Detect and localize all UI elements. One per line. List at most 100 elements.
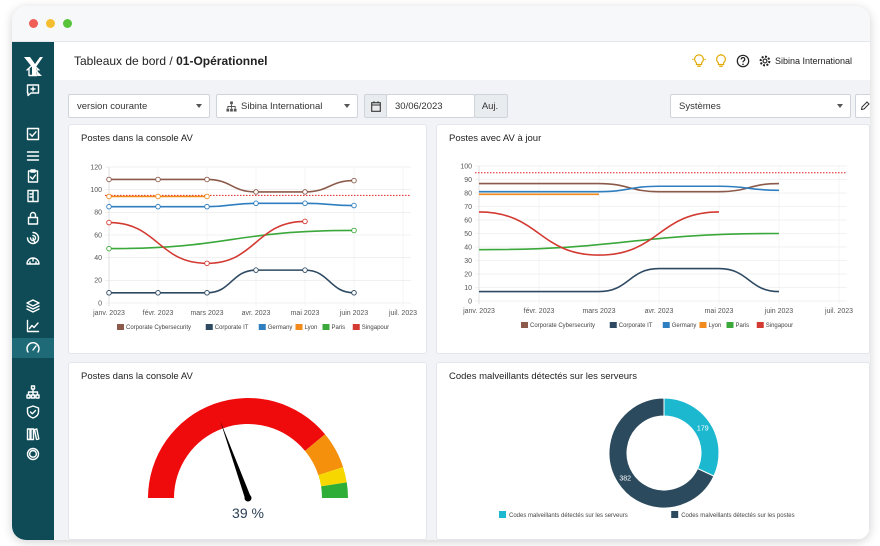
window-titlebar <box>12 6 870 42</box>
idea-bulb-icon[interactable] <box>714 54 728 68</box>
org-select-value: Sibina International <box>241 101 323 112</box>
version-select[interactable]: version courante <box>68 94 210 118</box>
sidebar-item-book[interactable] <box>25 188 41 204</box>
org-name[interactable]: Sibina International <box>775 56 853 66</box>
legend-swatch <box>499 511 506 518</box>
gauge-chart: 39 % <box>148 398 348 521</box>
x-tick-label: avr. 2023 <box>242 310 271 317</box>
x-tick-label: mai 2023 <box>705 308 734 315</box>
sidebar-item-checkbox[interactable] <box>25 126 41 142</box>
legend-label: Paris <box>332 325 346 331</box>
sidebar-item-clipboard[interactable] <box>25 168 41 184</box>
data-point <box>302 189 308 195</box>
legend-swatch <box>352 324 360 330</box>
scope-select[interactable]: Systèmes <box>670 94 851 118</box>
sidebar-item-list[interactable] <box>25 148 41 164</box>
dashboard-alert-icon <box>26 257 40 265</box>
series-line-corporate-it <box>479 267 780 293</box>
page-header: Tableaux de bord / 01-Opérationnel Sibin… <box>54 42 870 80</box>
legend-swatch <box>295 324 303 330</box>
sidebar-item-hierarchy[interactable] <box>25 384 41 400</box>
sidebar-item-shield[interactable] <box>25 404 41 420</box>
legend-swatch <box>258 324 266 330</box>
series-line-singapour <box>478 211 720 256</box>
minimize-window-button[interactable] <box>46 19 55 28</box>
sidebar-item-gauge[interactable] <box>25 340 41 356</box>
y-tick-label: 40 <box>94 255 102 262</box>
data-point <box>155 290 161 296</box>
date-input[interactable]: 30/06/2023 <box>386 94 475 118</box>
donut-card-malware: Codes malveillants détectés sur les serv… <box>436 362 870 540</box>
calendar-icon <box>371 101 381 112</box>
sidebar-item-biohazard[interactable] <box>25 446 41 462</box>
gauge-band-yellow <box>318 467 347 487</box>
x-tick-label: juin 2023 <box>339 310 369 317</box>
x-tick-label: juin 2023 <box>764 308 794 315</box>
data-point <box>253 267 259 273</box>
fingerprint-icon <box>26 231 40 245</box>
series-line-corporate-cybersecurity <box>479 182 780 193</box>
sidebar <box>12 42 54 540</box>
breadcrumb-root[interactable]: Tableaux de bord <box>74 54 167 68</box>
gauge-card-console-av: Postes dans la console AV 39 % <box>68 362 427 540</box>
y-tick-label: 100 <box>460 163 472 170</box>
chat-icon <box>26 84 40 97</box>
y-tick-label: 70 <box>464 204 472 211</box>
sidebar-item-home[interactable] <box>25 62 41 78</box>
biohazard-icon <box>26 447 40 461</box>
org-select[interactable]: Sibina International <box>216 94 358 118</box>
edit-pencil-icon <box>860 101 870 111</box>
sidebar-item-fingerprint[interactable] <box>25 230 41 246</box>
maximize-window-button[interactable] <box>63 19 72 28</box>
list-icon <box>26 151 40 161</box>
settings-gear-icon[interactable] <box>758 54 772 68</box>
legend-swatch <box>726 322 734 328</box>
legend-swatch <box>322 324 330 330</box>
gauge-band-green <box>321 482 348 498</box>
today-button[interactable]: Auj. <box>474 94 508 118</box>
x-tick-label: mars 2023 <box>582 308 615 315</box>
legend-label: Germany <box>268 325 293 331</box>
sidebar-item-dashboard-alert[interactable] <box>25 252 41 268</box>
legend-label: Singapour <box>766 323 793 329</box>
alert-bulb-icon[interactable] <box>692 54 706 68</box>
sidebar-item-stack[interactable] <box>25 298 41 314</box>
legend-swatch <box>662 322 670 328</box>
series-line-germany <box>478 185 780 193</box>
data-point <box>204 260 210 267</box>
legend-swatch <box>205 324 213 330</box>
legend-label: Paris <box>736 323 750 329</box>
close-window-button[interactable] <box>29 19 38 28</box>
legend-label: Corporate Cybersecurity <box>530 323 595 329</box>
data-point <box>253 200 259 207</box>
donut-data-label: 179 <box>697 426 709 433</box>
sidebar-item-chat[interactable] <box>25 82 41 98</box>
sidebar-item-chart[interactable] <box>25 318 41 334</box>
data-point <box>155 176 161 183</box>
legend-swatch <box>756 322 764 328</box>
y-tick-label: 30 <box>464 258 472 265</box>
donut-slice-posts <box>608 397 715 509</box>
data-point <box>351 202 357 209</box>
legend-label: Codes malveillants détectés sur les post… <box>681 513 794 519</box>
sidebar-item-lock[interactable] <box>25 210 41 226</box>
y-tick-label: 0 <box>468 298 472 305</box>
book-icon <box>27 189 39 203</box>
calendar-button[interactable] <box>364 94 387 118</box>
chevron-down-icon <box>196 104 202 108</box>
home-icon <box>26 63 40 77</box>
data-point <box>253 189 259 195</box>
chart-title: Postes dans la console AV <box>81 371 193 382</box>
y-tick-label: 50 <box>464 231 472 238</box>
page-title: 01-Opérationnel <box>176 54 268 68</box>
app-window: Tableaux de bord / 01-Opérationnel Sibin… <box>12 6 870 540</box>
sidebar-active-highlight <box>12 338 54 358</box>
y-tick-label: 40 <box>464 244 472 251</box>
gauge-icon <box>26 342 40 353</box>
help-icon[interactable] <box>736 54 750 68</box>
chart-icon <box>26 319 40 333</box>
series-line-corporate-cybersecurity <box>109 178 355 193</box>
edit-button[interactable] <box>855 94 870 118</box>
sidebar-item-library[interactable] <box>25 426 41 442</box>
legend-swatch <box>521 322 528 328</box>
